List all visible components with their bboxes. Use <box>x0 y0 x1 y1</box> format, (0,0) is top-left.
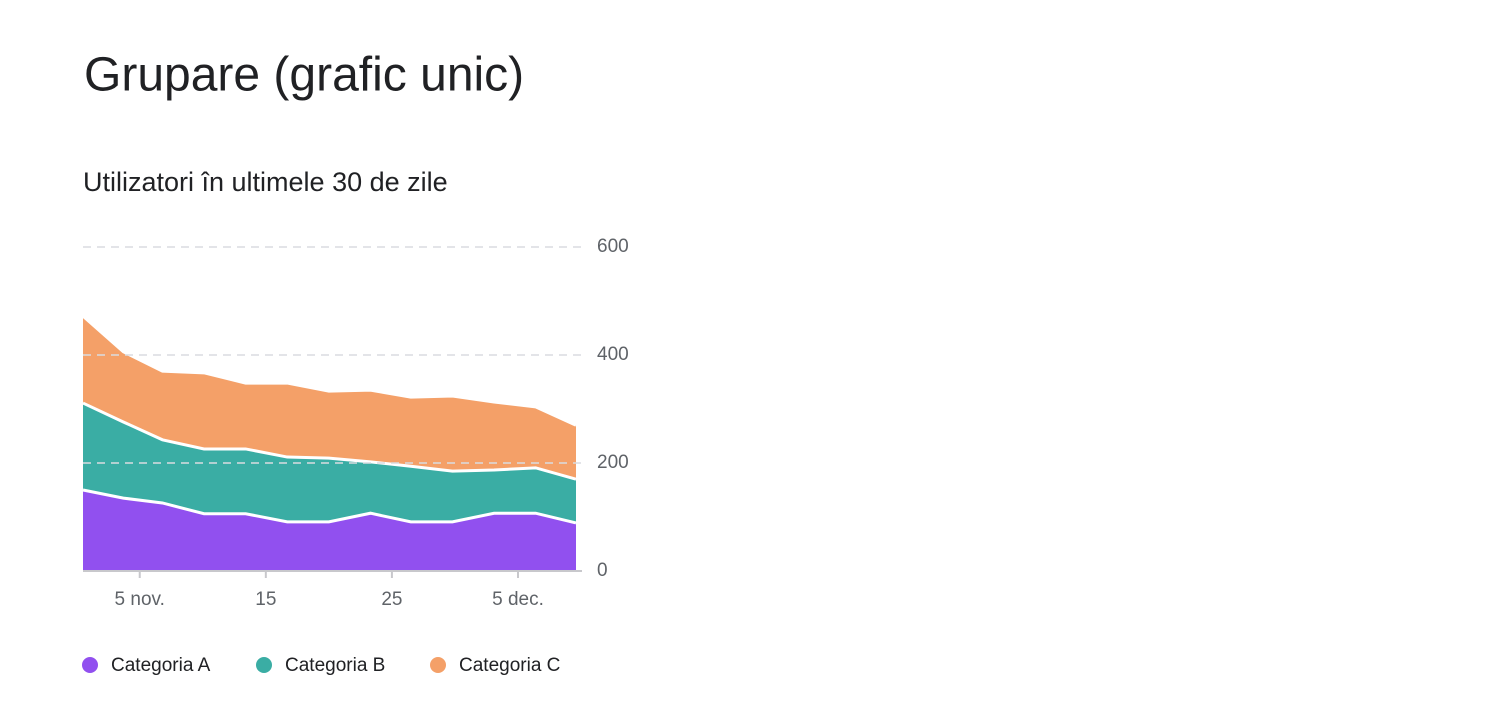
x-tick-label: 25 <box>381 589 402 610</box>
chart-title: Grupare (grafic unic) <box>84 49 524 102</box>
legend-label: Categoria A <box>111 655 211 676</box>
area-edge <box>82 488 577 525</box>
legend-swatch <box>256 657 272 673</box>
area <box>83 403 576 523</box>
legend-swatch <box>430 657 446 673</box>
legend-swatch <box>82 657 98 673</box>
y-tick-label: 400 <box>597 344 629 365</box>
x-tick-label: 5 nov. <box>115 589 165 610</box>
area <box>83 316 576 480</box>
area-edge <box>82 314 577 427</box>
chart-subtitle: Utilizatori în ultimele 30 de zile <box>83 167 448 197</box>
area-edge <box>82 401 577 481</box>
area <box>83 490 576 571</box>
x-tick-label: 15 <box>255 589 276 610</box>
y-tick-label: 0 <box>597 560 608 581</box>
legend-label: Categoria B <box>285 655 385 676</box>
x-tick-label: 5 dec. <box>492 589 544 610</box>
legend-label: Categoria C <box>459 655 560 676</box>
y-tick-label: 200 <box>597 452 629 473</box>
y-tick-label: 600 <box>597 236 629 257</box>
